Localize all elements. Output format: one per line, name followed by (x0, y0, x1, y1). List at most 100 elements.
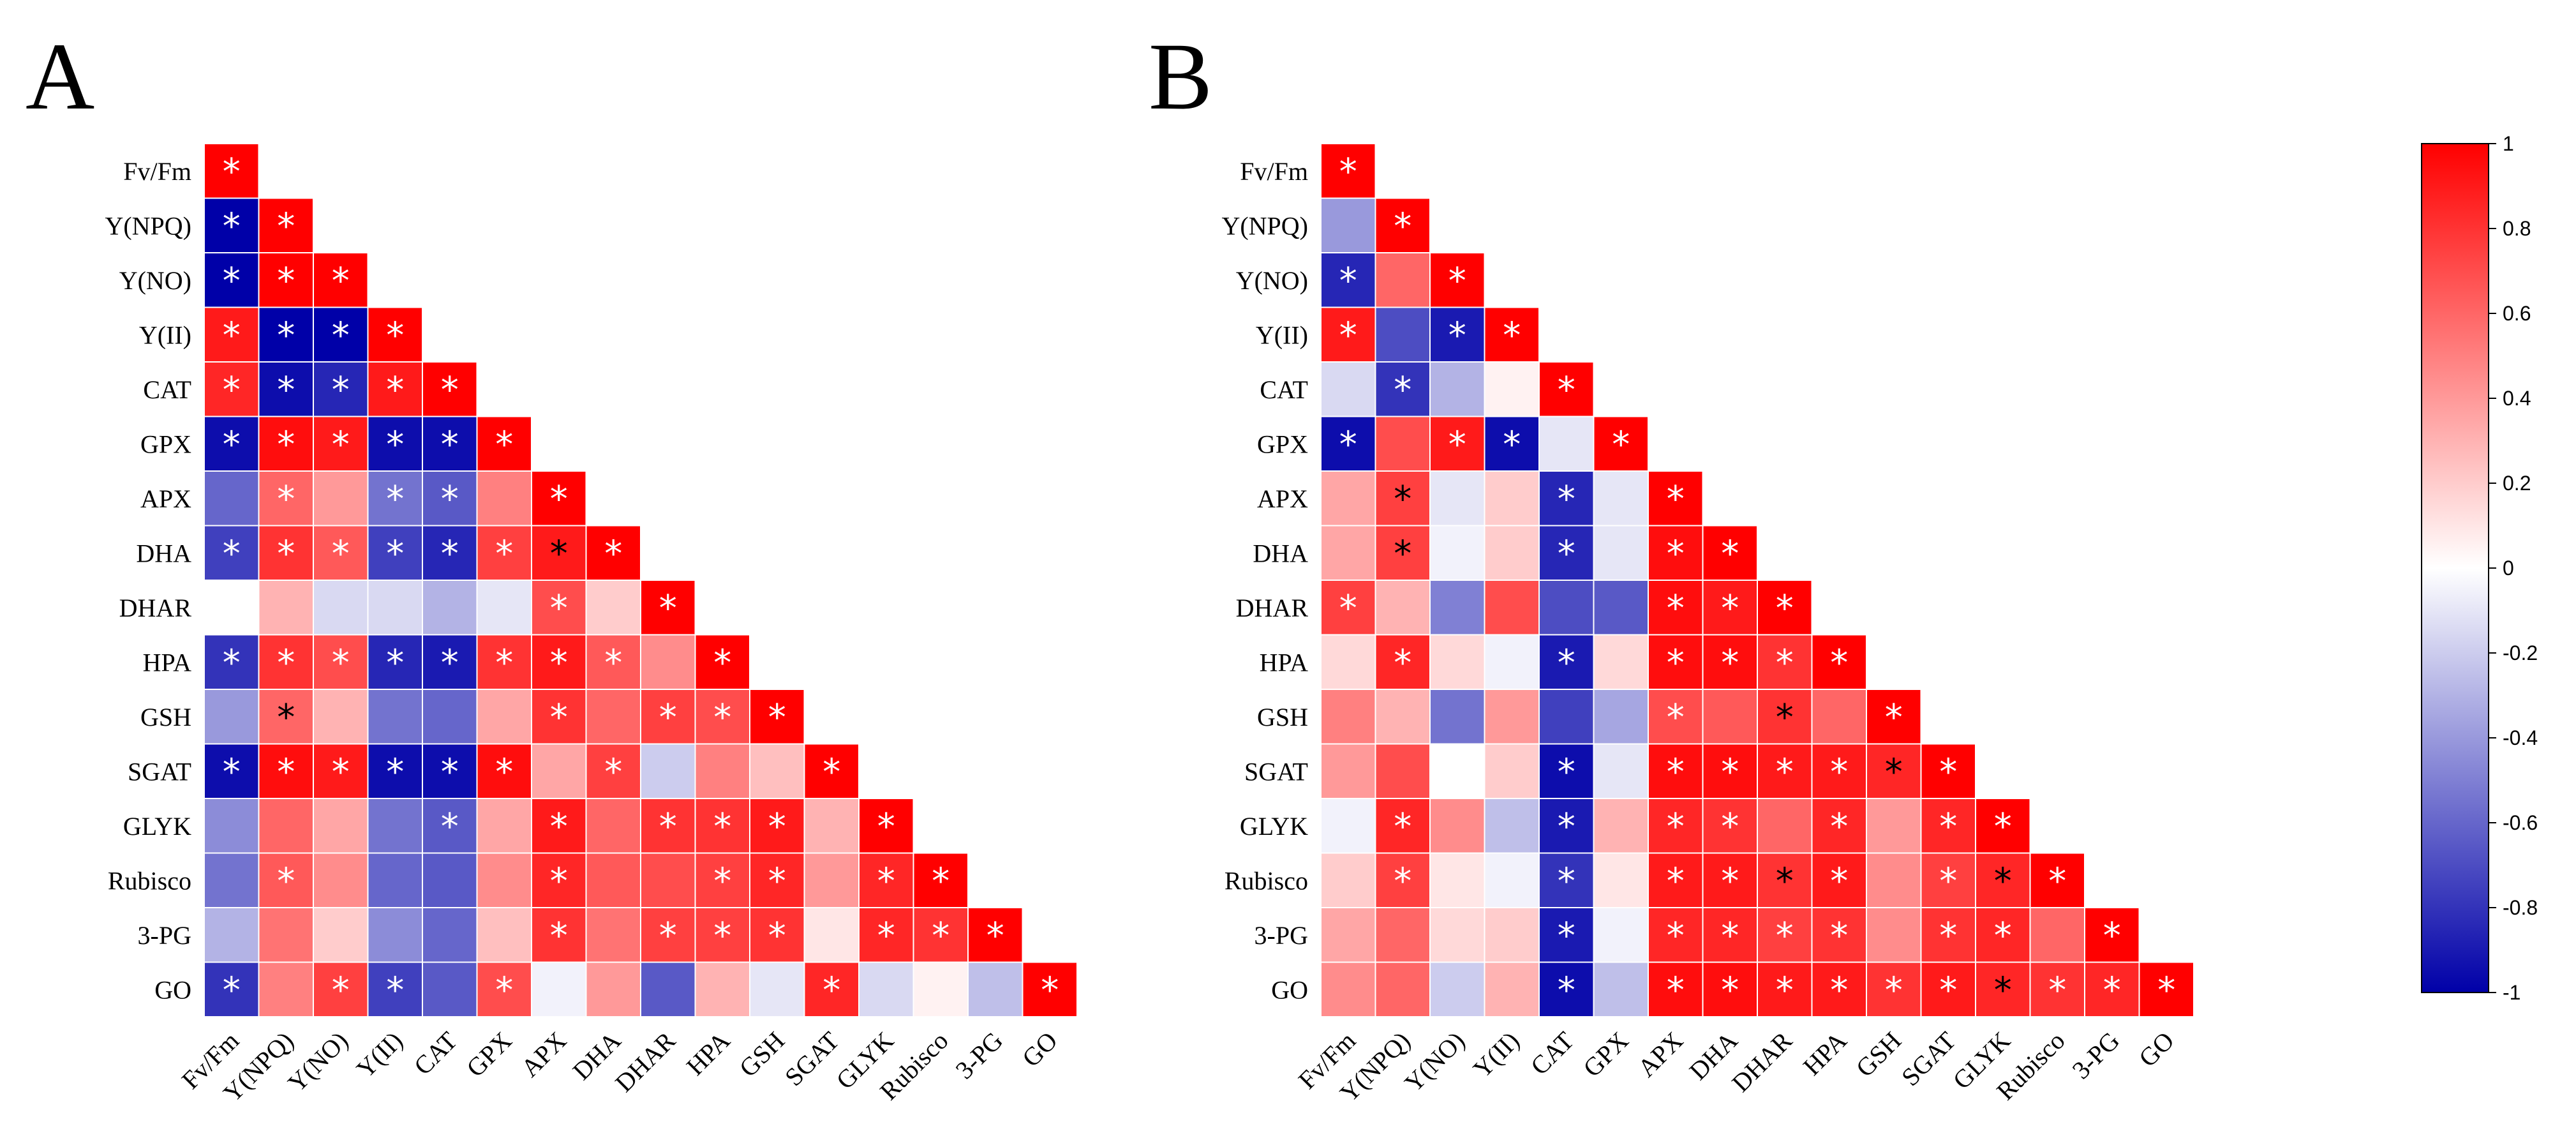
heatmap-cell-b-12-6 (1648, 798, 1704, 854)
heatmap-cell-a-13-11 (803, 852, 860, 908)
heatmap-cell-b-13-6 (1648, 852, 1704, 908)
significance-marker: * (441, 479, 459, 520)
colorbar: 1 0.8 0.6 0.4 0.2 0 -0.2 -0.4 -0.6 -0.8 -1 (2421, 132, 2538, 1004)
heatmap-cell-a-15-14 (967, 961, 1024, 1017)
colorbar-tick-label: 0.8 (2503, 217, 2531, 240)
row-label-a-5: GPX (140, 430, 191, 458)
heatmap-panel-b: B * Fv/Fm * Y(NPQ) * * Y(NO) * * * Y(II) * * CAT * * * * G… (1149, 24, 2194, 1107)
heatmap-cell-b-3-1 (1374, 306, 1431, 363)
row-label-b-4: CAT (1260, 375, 1308, 404)
significance-marker: * (1394, 806, 1411, 848)
heatmap-cell-b-8-3 (1484, 580, 1540, 636)
heatmap-cell-a-8-3 (367, 580, 423, 636)
significance-marker: * (1721, 970, 1739, 1011)
significance-marker: * (1667, 860, 1685, 902)
heatmap-cell-b-14-3 (1484, 907, 1540, 963)
heatmap-cell-b-9-0 (1320, 634, 1376, 690)
heatmap-cell-a-9-1 (258, 634, 314, 690)
heatmap-cell-b-9-9 (1811, 634, 1867, 690)
heatmap-cell-b-13-3 (1484, 852, 1540, 908)
heatmap-cell-a-15-11 (803, 961, 860, 1017)
significance-marker: * (604, 533, 622, 574)
significance-marker: * (2157, 970, 2175, 1011)
significance-marker: * (1776, 642, 1794, 684)
colorbar-tick-label: 0.4 (2503, 387, 2531, 410)
heatmap-cell-b-10-9 (1811, 689, 1867, 745)
significance-marker: * (550, 806, 568, 848)
significance-marker: * (2103, 915, 2121, 957)
significance-marker: * (1830, 915, 1848, 957)
heatmap-cell-b-15-10 (1866, 961, 1922, 1017)
heatmap-cell-a-1-0 (204, 197, 260, 253)
heatmap-cell-a-11-3 (367, 743, 423, 799)
heatmap-cell-a-8-1 (258, 580, 314, 636)
heatmap-cell-a-10-7 (585, 689, 641, 745)
significance-marker: * (277, 751, 295, 793)
heatmap-cell-b-12-0 (1320, 798, 1376, 854)
significance-marker: * (1776, 970, 1794, 1011)
significance-marker: * (932, 860, 949, 902)
row-label-a-4: CAT (143, 375, 191, 404)
heatmap-cell-a-5-2 (313, 416, 369, 472)
heatmap-cell-b-15-2 (1429, 961, 1485, 1017)
heatmap-cell-b-12-4 (1538, 798, 1595, 854)
heatmap-cell-b-14-2 (1429, 907, 1485, 963)
heatmap-cell-b-9-4 (1538, 634, 1595, 690)
significance-marker: * (1939, 751, 1957, 793)
heatmap-cell-b-5-5 (1593, 416, 1649, 472)
row-label-b-1: Y(NPQ) (1221, 211, 1308, 240)
significance-marker: * (1558, 915, 1575, 957)
significance-marker: * (1667, 970, 1685, 1011)
significance-marker: * (713, 697, 731, 738)
heatmap-cell-a-14-1 (258, 907, 314, 963)
heatmap-cell-b-15-13 (2029, 961, 2085, 1017)
heatmap-cell-a-10-9 (694, 689, 750, 745)
significance-marker: * (659, 697, 677, 738)
significance-marker: * (1885, 970, 1903, 1011)
significance-marker: * (1994, 860, 2012, 902)
heatmap-panel-a: A * Fv/Fm * * Y(NPQ) * * * Y(NO) * * * * Y(II) * * * * * CA… (26, 24, 1078, 1107)
heatmap-cell-a-9-6 (531, 634, 587, 690)
significance-marker: * (1994, 915, 2012, 957)
significance-marker: * (604, 642, 622, 684)
significance-marker: * (441, 370, 459, 411)
heatmap-cell-b-13-13 (2029, 852, 2085, 908)
significance-marker: * (277, 860, 295, 902)
heatmap-cell-a-5-3 (367, 416, 423, 472)
heatmap-cell-b-6-1 (1374, 470, 1431, 527)
heatmap-cell-b-14-5 (1593, 907, 1649, 963)
heatmap-cell-a-12-5 (476, 798, 532, 854)
heatmap-cell-a-8-5 (476, 580, 532, 636)
significance-marker: * (550, 479, 568, 520)
row-label-a-14: 3-PG (138, 921, 191, 950)
significance-marker: * (659, 806, 677, 848)
heatmap-cell-b-13-2 (1429, 852, 1485, 908)
colorbar-gradient (2421, 143, 2489, 993)
significance-marker: * (1776, 915, 1794, 957)
heatmap-cell-b-1-0 (1320, 197, 1376, 253)
row-label-a-1: Y(NPQ) (105, 211, 191, 240)
heatmap-cell-a-13-9 (694, 852, 750, 908)
heatmap-cell-b-6-5 (1593, 470, 1649, 527)
significance-marker: * (277, 479, 295, 520)
row-label-a-13: Rubisco (108, 866, 191, 895)
col-label-a-9: HPA (681, 1026, 736, 1081)
row-label-a-15: GO (154, 975, 191, 1004)
heatmap-cell-b-10-1 (1374, 689, 1431, 745)
heatmap-cell-b-6-3 (1484, 470, 1540, 527)
significance-marker: * (823, 751, 840, 793)
heatmap-cell-b-10-8 (1757, 689, 1813, 745)
heatmap-cell-b-5-4 (1538, 416, 1595, 472)
heatmap-cell-b-9-2 (1429, 634, 1485, 690)
heatmap-cell-b-10-5 (1593, 689, 1649, 745)
heatmap-cell-b-10-0 (1320, 689, 1376, 745)
row-label-a-7: DHA (136, 539, 191, 567)
heatmap-cell-a-7-2 (313, 525, 369, 581)
row-label-a-3: Y(II) (139, 320, 191, 349)
heatmap-cell-a-6-5 (476, 470, 532, 527)
significance-marker: * (1558, 642, 1575, 684)
significance-marker: * (1558, 533, 1575, 574)
heatmap-cell-b-8-4 (1538, 580, 1595, 636)
heatmap-cell-a-10-8 (640, 689, 696, 745)
heatmap-cell-b-11-3 (1484, 743, 1540, 799)
